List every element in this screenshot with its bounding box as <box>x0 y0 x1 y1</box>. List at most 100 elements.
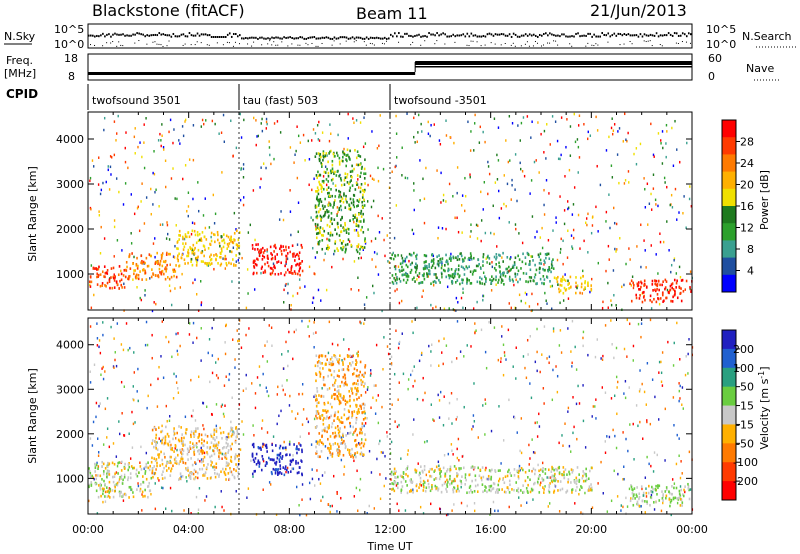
region-cell <box>108 480 111 484</box>
scatter-cell <box>628 386 630 389</box>
scatter-cell <box>139 296 141 300</box>
scatter-cell <box>133 135 136 139</box>
region-cell <box>89 474 92 477</box>
region-cell <box>327 374 329 378</box>
scatter-cell <box>462 306 464 310</box>
scatter-cell <box>521 170 524 173</box>
nsearch-sample <box>543 44 545 46</box>
scatter-cell <box>353 121 355 125</box>
region-cell <box>436 276 438 280</box>
region-cell <box>229 470 232 473</box>
scatter-cell <box>570 450 572 453</box>
region-cell <box>235 264 237 267</box>
scatter-cell <box>421 295 423 298</box>
region-cell <box>181 253 184 256</box>
region-cell <box>321 239 324 242</box>
region-cell <box>640 285 642 289</box>
region-cell <box>408 490 411 493</box>
region-cell <box>177 259 179 263</box>
region-cell <box>341 380 343 384</box>
region-cell <box>186 254 188 258</box>
region-cell <box>458 468 461 472</box>
region-cell <box>325 247 328 250</box>
region-cell <box>326 430 328 434</box>
nsky-sample <box>490 33 493 36</box>
region-cell <box>343 153 346 156</box>
region-cell <box>488 485 490 488</box>
scatter-cell <box>231 396 233 399</box>
region-cell <box>459 282 461 286</box>
nsky-sample <box>466 32 469 35</box>
scatter-cell <box>109 155 112 158</box>
region-cell <box>330 178 333 182</box>
region-cell <box>224 467 227 471</box>
region-cell <box>362 230 365 234</box>
scatter-cell <box>308 319 311 323</box>
scatter-cell <box>507 160 510 164</box>
region-cell <box>331 455 334 458</box>
scatter-cell <box>633 458 635 461</box>
nsky-sample <box>512 32 515 35</box>
region-cell <box>142 495 144 498</box>
scatter-cell <box>388 261 391 264</box>
region-cell <box>158 453 161 456</box>
scatter-cell <box>111 156 113 159</box>
region-cell <box>356 386 359 390</box>
scatter-cell <box>511 183 513 187</box>
nsky-sample <box>623 33 626 36</box>
scatter-cell <box>329 453 332 457</box>
scatter-cell <box>367 386 369 389</box>
scatter-cell <box>117 114 119 118</box>
region-cell <box>476 490 479 493</box>
region-cell <box>361 452 363 456</box>
scatter-cell <box>295 328 297 332</box>
region-cell <box>338 189 340 193</box>
scatter-cell <box>324 252 326 255</box>
region-cell <box>326 167 328 171</box>
region-cell <box>157 259 159 263</box>
region-cell <box>351 164 353 168</box>
scatter-cell <box>137 482 139 485</box>
scatter-cell <box>437 460 440 464</box>
scatter-cell <box>628 322 631 326</box>
nsky-tick-top: 10^5 <box>54 23 84 36</box>
scatter-cell <box>432 307 434 310</box>
scatter-cell <box>364 412 366 415</box>
region-cell <box>517 471 520 475</box>
nsearch-sample <box>196 41 198 43</box>
region-cell <box>546 253 548 257</box>
scatter-cell <box>640 322 643 325</box>
nsky-sample <box>583 34 585 37</box>
scatter-cell <box>660 142 662 145</box>
nsky-sample <box>569 35 571 38</box>
scatter-cell <box>311 468 313 471</box>
region-cell <box>190 260 192 264</box>
region-cell <box>318 416 321 420</box>
nsky-sample <box>273 37 275 40</box>
scatter-cell <box>497 509 499 513</box>
region-cell <box>191 463 194 467</box>
region-cell <box>509 257 511 261</box>
scatter-cell <box>291 410 293 413</box>
region-cell <box>359 404 361 408</box>
scatter-cell <box>597 230 599 233</box>
nsky-sample <box>263 37 265 40</box>
region-cell <box>496 487 499 491</box>
nsky-sample <box>341 36 344 39</box>
scatter-cell <box>688 338 690 341</box>
region-cell <box>528 469 531 472</box>
region-cell <box>324 354 327 358</box>
scatter-cell <box>153 172 156 176</box>
scatter-cell <box>215 403 218 406</box>
region-cell <box>363 403 366 407</box>
region-cell <box>360 167 363 170</box>
nsky-sample <box>643 33 646 36</box>
region-cell <box>347 238 350 241</box>
region-cell <box>550 475 553 479</box>
region-cell <box>108 469 111 473</box>
region-cell <box>402 259 404 263</box>
scatter-cell <box>601 386 604 389</box>
scatter-cell <box>491 261 493 264</box>
scatter-cell <box>307 139 309 143</box>
scatter-cell <box>607 306 609 309</box>
